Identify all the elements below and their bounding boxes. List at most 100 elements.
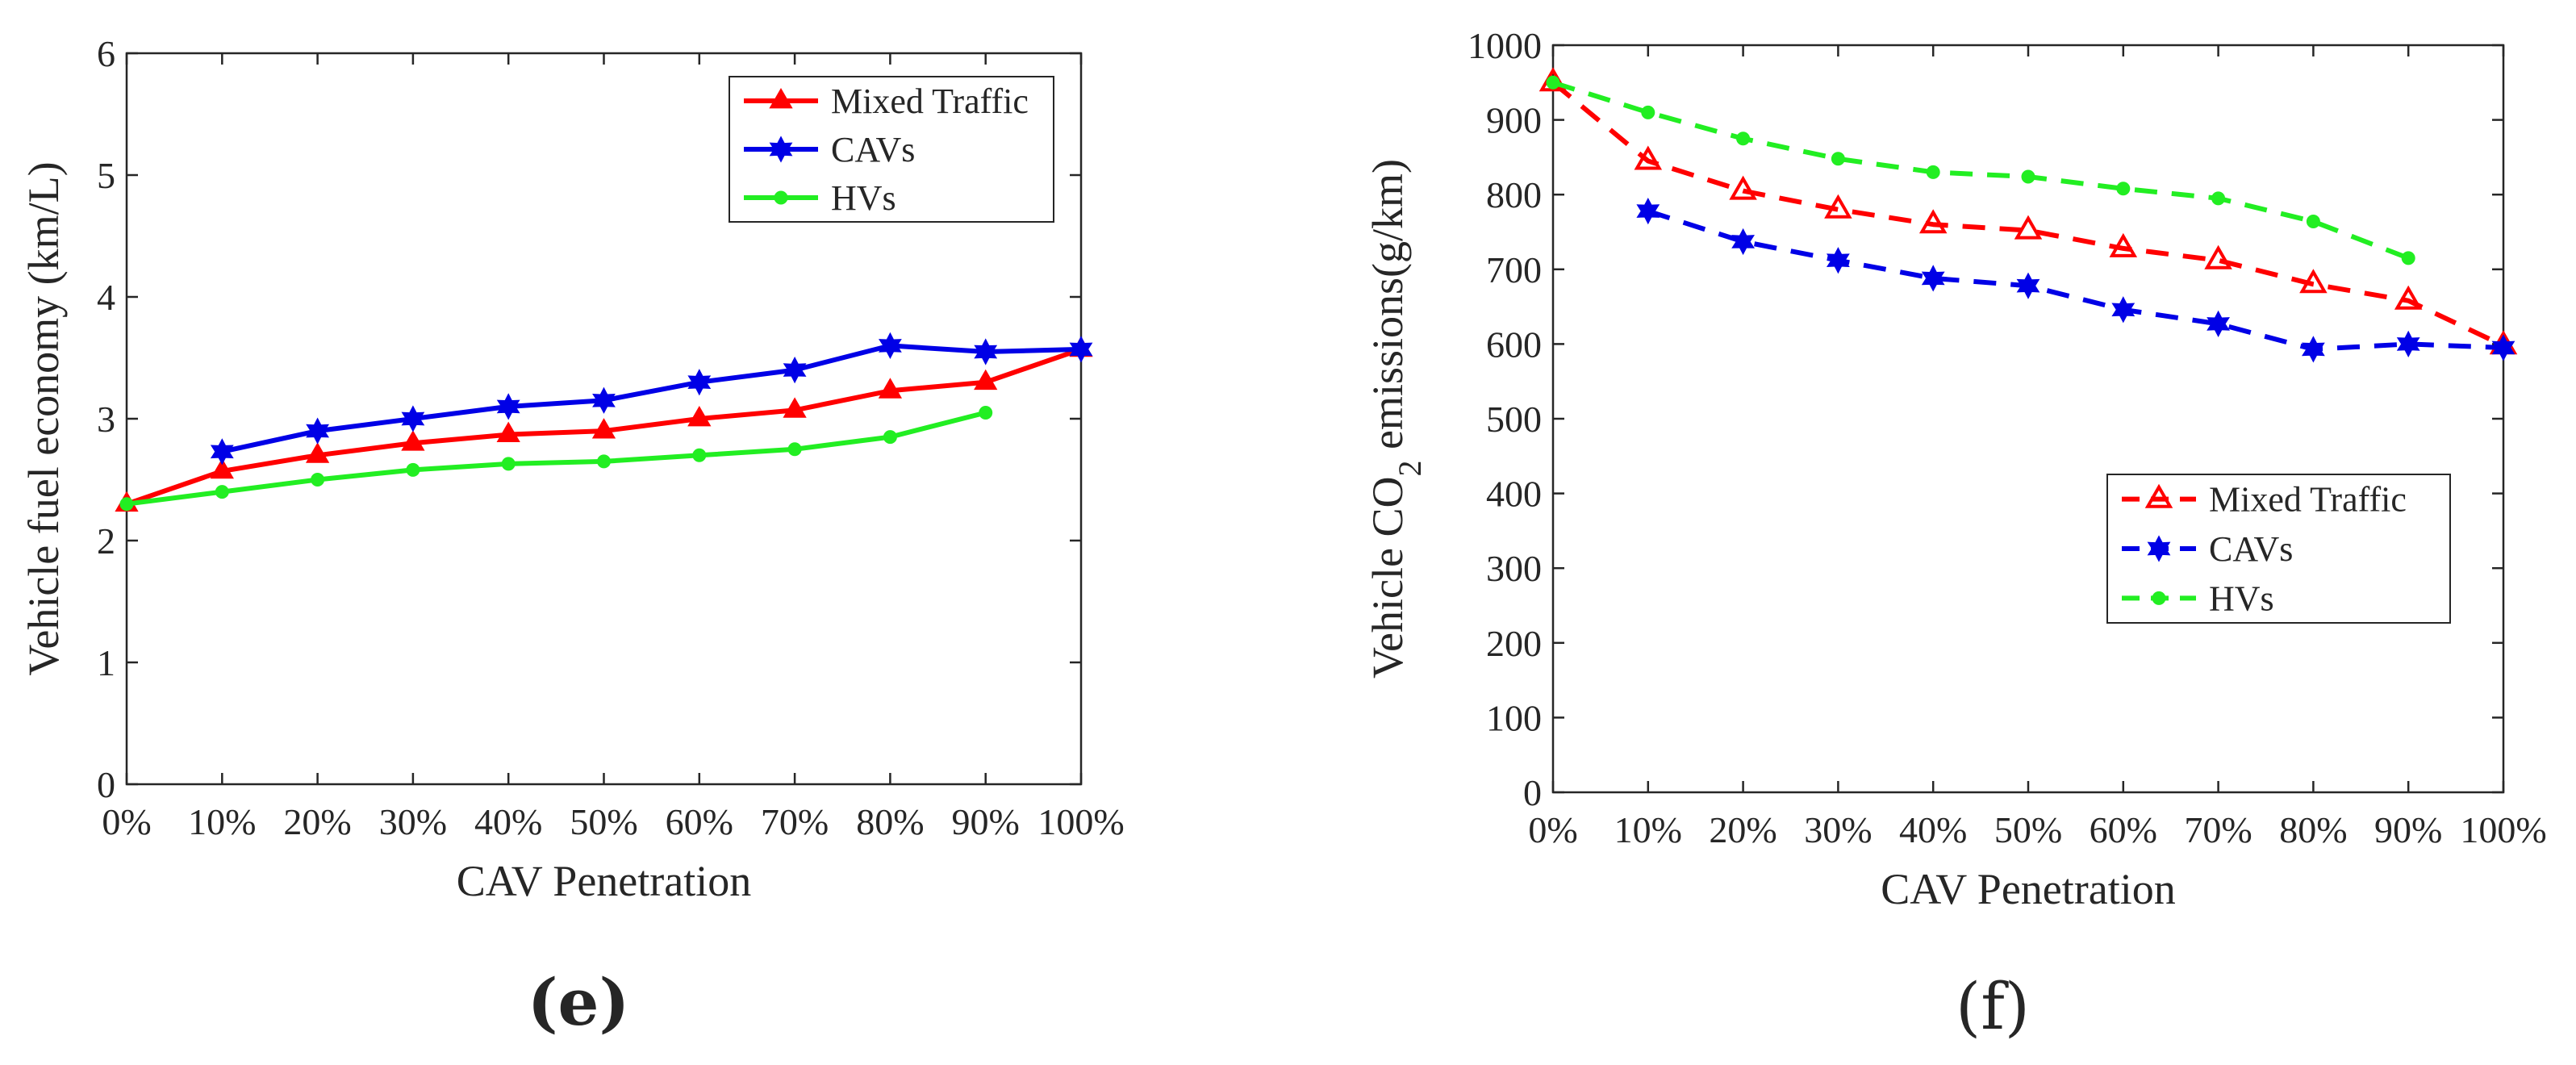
- data-point: [501, 457, 516, 471]
- data-point: [592, 386, 616, 414]
- legend-marker: [2147, 535, 2171, 562]
- x-tick-label: 90%: [2374, 809, 2442, 850]
- data-point: [974, 338, 998, 365]
- legend-label: CAVs: [2209, 529, 2293, 569]
- y-tick-label: 2: [97, 520, 115, 562]
- data-point: [2394, 285, 2423, 310]
- data-point: [210, 438, 234, 466]
- chart-e: 0 1 2 3 4 5 6 0% 10% 20% 30% 40% 50% 60% 70% 80% 90% 100…: [19, 33, 1125, 1040]
- x-axis-ticks: 0% 10% 20% 30% 40% 50% 60% 70% 80% 90% 100%: [1528, 45, 2547, 850]
- series-layer: [115, 332, 1093, 512]
- x-tick-label: 40%: [474, 801, 542, 842]
- y-tick-label: 1: [97, 642, 115, 683]
- y-axis-label: Vehicle CO2 emissions(g/km): [1363, 159, 1428, 679]
- series-layer: [1539, 67, 2518, 363]
- y-axis-ticks: 0 1 2 3 4 5 6: [97, 33, 1081, 805]
- data-point: [1831, 152, 1845, 166]
- data-point: [401, 405, 425, 432]
- data-point: [1921, 265, 1945, 292]
- y-axis-label-main: Vehicle CO: [1363, 477, 1412, 679]
- x-tick-label: 30%: [379, 801, 447, 842]
- x-tick-label: 100%: [1037, 801, 1124, 842]
- data-point: [878, 378, 903, 399]
- data-point: [2299, 269, 2328, 294]
- x-tick-label: 0%: [1528, 809, 1577, 850]
- data-point: [2021, 169, 2035, 184]
- data-point: [210, 457, 234, 479]
- data-point: [306, 417, 329, 445]
- series-hvs: [1546, 75, 2415, 265]
- panel-label: (f): [1956, 969, 2030, 1044]
- y-tick-label: 1000: [1468, 25, 1542, 66]
- x-tick-label: 70%: [2184, 809, 2252, 850]
- data-point: [2109, 232, 2138, 257]
- series-line: [221, 343, 1082, 454]
- data-point: [597, 454, 611, 469]
- plot-area: [1551, 44, 2505, 794]
- legend: Mixed Traffic CAVs HVs: [729, 76, 1054, 223]
- y-axis-label-suffix: emissions(g/km): [1363, 159, 1412, 461]
- data-point: [687, 369, 712, 396]
- data-point: [2301, 336, 2325, 363]
- data-point: [1641, 105, 1655, 119]
- y-tick-label: 800: [1486, 174, 1542, 215]
- x-tick-label: 80%: [2279, 809, 2347, 850]
- x-tick-label: 40%: [1899, 809, 1967, 850]
- data-point: [2111, 296, 2136, 324]
- x-tick-label: 20%: [283, 801, 351, 842]
- series-cavs: [1636, 197, 2515, 363]
- data-point: [119, 497, 134, 512]
- legend-label: CAVs: [831, 130, 915, 169]
- data-point: [783, 397, 807, 418]
- data-point: [2116, 182, 2131, 196]
- x-tick-label: 60%: [2090, 809, 2157, 850]
- x-tick-label: 10%: [1614, 809, 1682, 850]
- data-point: [2204, 244, 2232, 269]
- y-tick-label: 0: [97, 764, 115, 805]
- x-axis-label: CAV Penetration: [457, 857, 752, 905]
- data-point: [1736, 132, 1751, 146]
- y-tick-label: 100: [1486, 697, 1542, 738]
- x-axis-label: CAV Penetration: [1881, 865, 2176, 913]
- y-tick-label: 300: [1486, 548, 1542, 589]
- data-point: [406, 462, 420, 477]
- series-line: [126, 410, 987, 507]
- data-point: [2401, 251, 2415, 265]
- data-point: [1731, 228, 1756, 256]
- legend-label: HVs: [2209, 578, 2274, 618]
- panel-label: (e): [528, 964, 630, 1040]
- legend-label: Mixed Traffic: [2209, 480, 2407, 520]
- data-point: [311, 473, 325, 487]
- data-point: [787, 442, 802, 457]
- x-tick-label: 0%: [102, 801, 151, 842]
- data-point: [496, 393, 520, 420]
- data-point: [974, 369, 998, 390]
- data-point: [591, 418, 616, 439]
- x-tick-label: 70%: [761, 801, 829, 842]
- x-tick-label: 20%: [1709, 809, 1776, 850]
- x-tick-label: 80%: [856, 801, 924, 842]
- data-point: [979, 405, 993, 420]
- x-axis-ticks: 0% 10% 20% 30% 40% 50% 60% 70% 80% 90% 100%: [102, 53, 1125, 842]
- y-axis-label-subscript: 2: [1392, 461, 1428, 477]
- legend-marker: [2144, 483, 2173, 508]
- data-point: [783, 356, 807, 384]
- y-tick-label: 500: [1486, 399, 1542, 440]
- legend-label: HVs: [831, 178, 896, 218]
- series-line: [1551, 80, 2505, 349]
- data-point: [2491, 334, 2515, 361]
- legend-marker: [2152, 591, 2166, 605]
- data-point: [2207, 310, 2231, 338]
- data-point: [496, 421, 520, 442]
- data-point: [1634, 145, 1663, 170]
- data-point: [878, 332, 902, 360]
- data-point: [1824, 194, 1852, 219]
- data-point: [215, 485, 229, 499]
- y-tick-label: 200: [1486, 623, 1542, 664]
- series-hvs: [119, 405, 993, 512]
- x-tick-label: 90%: [952, 801, 1020, 842]
- data-point: [2396, 330, 2420, 358]
- x-tick-label: 100%: [2460, 809, 2546, 850]
